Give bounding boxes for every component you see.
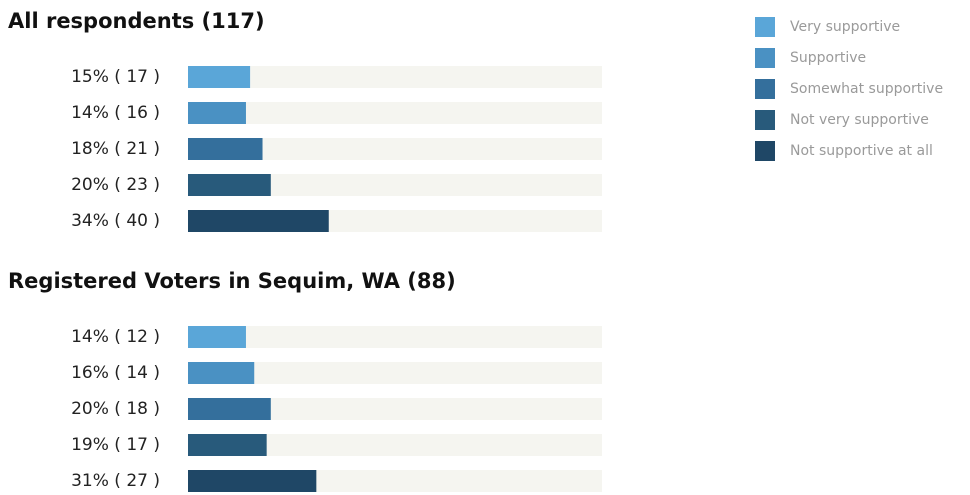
bar <box>188 398 271 420</box>
bar-track <box>188 326 602 348</box>
legend-label: Not very supportive <box>790 112 929 128</box>
bar <box>188 470 317 492</box>
value-label: 15% ( 17 ) <box>71 67 160 87</box>
bar-track <box>188 138 602 160</box>
bar <box>188 434 267 456</box>
bar-track <box>188 362 602 384</box>
bar <box>188 102 246 124</box>
bar-track <box>188 102 602 124</box>
bar-track <box>188 398 602 420</box>
value-label: 20% ( 23 ) <box>71 175 160 195</box>
bar <box>188 138 263 160</box>
bar <box>188 362 255 384</box>
value-label: 19% ( 17 ) <box>71 435 160 455</box>
value-label: 31% ( 27 ) <box>71 471 160 491</box>
bar <box>188 174 271 196</box>
value-label: 16% ( 14 ) <box>71 363 160 383</box>
value-label: 18% ( 21 ) <box>71 139 160 159</box>
value-label: 14% ( 12 ) <box>71 327 160 347</box>
bar <box>188 66 251 88</box>
legend-swatch <box>755 48 775 68</box>
bar <box>188 326 246 348</box>
chart-title: Registered Voters in Sequim, WA (88) <box>8 269 456 293</box>
value-label: 14% ( 16 ) <box>71 103 160 123</box>
legend-swatch <box>755 79 775 99</box>
bar-track <box>188 434 602 456</box>
value-label: 20% ( 18 ) <box>71 399 160 419</box>
legend-label: Somewhat supportive <box>790 81 943 97</box>
bar-track <box>188 174 602 196</box>
legend-label: Very supportive <box>790 19 900 35</box>
legend-label: Supportive <box>790 50 866 66</box>
legend-swatch <box>755 141 775 161</box>
legend-label: Not supportive at all <box>790 143 933 159</box>
bar-track <box>188 66 602 88</box>
value-label: 34% ( 40 ) <box>71 211 160 231</box>
bar <box>188 210 329 232</box>
chart-title: All respondents (117) <box>8 9 265 33</box>
legend-swatch <box>755 110 775 130</box>
legend-swatch <box>755 17 775 37</box>
